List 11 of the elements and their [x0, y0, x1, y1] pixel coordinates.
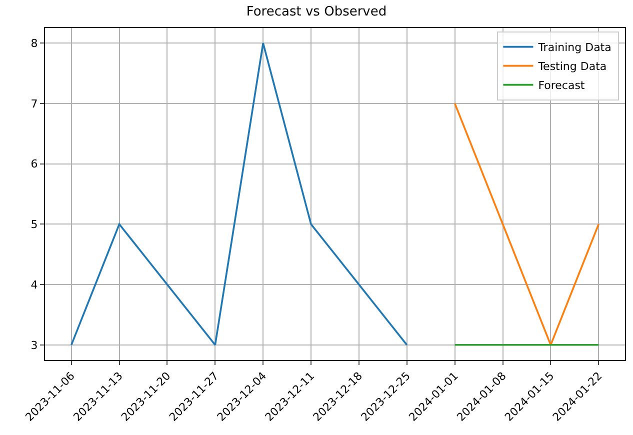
- chart-title: Forecast vs Observed: [246, 4, 387, 20]
- line-series: [70, 42, 408, 346]
- legend-label: Testing Data: [537, 60, 607, 74]
- y-tick-label: 7: [30, 97, 38, 110]
- y-tick-label: 5: [30, 218, 38, 232]
- y-tick-label: 4: [30, 278, 38, 292]
- y-tick-label: 3: [30, 338, 38, 352]
- y-tick-label: 6: [30, 158, 38, 171]
- legend-label: Forecast: [538, 79, 586, 92]
- legend-label: Training Data: [537, 41, 612, 54]
- y-tick-label: 8: [30, 36, 38, 50]
